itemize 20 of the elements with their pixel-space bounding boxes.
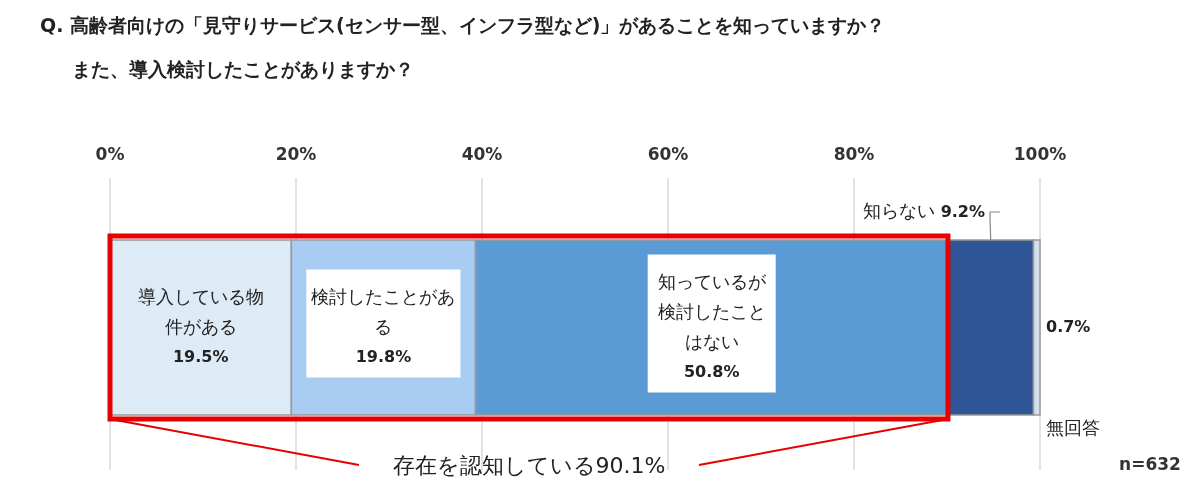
series-label: 検討したことがある [311, 285, 456, 337]
x-tick-label: 80% [833, 144, 875, 164]
series-label: 無回答 [1046, 417, 1100, 438]
x-tick-label: 20% [275, 144, 317, 164]
data-label: 19.8% [355, 347, 412, 366]
series-label: 知っているが検討したことはない [657, 270, 767, 352]
chart-subtitle: また、導入検討したことがありますか？ [72, 58, 414, 80]
text: 存在を認知している90.1% [392, 453, 666, 478]
x-tick-label: 100% [1013, 144, 1067, 164]
text: n=632 [1119, 454, 1181, 474]
chart-title: Q. 高齢者向けの「見守りサービス(センサー型、インフラ型など)」があることを知っていますか？ [40, 14, 886, 36]
data-label: 9.2% [940, 201, 985, 221]
data-label: 19.5% [172, 347, 229, 366]
data-label: 50.8% [683, 362, 740, 381]
x-tick-label: 0% [95, 144, 125, 164]
series-label: 導入している物件がある [137, 285, 264, 337]
x-tick-label: 40% [461, 144, 503, 164]
data-label: 0.7% [1046, 317, 1091, 336]
series-label: 知らない [862, 200, 941, 221]
x-tick-label: 60% [647, 144, 689, 164]
